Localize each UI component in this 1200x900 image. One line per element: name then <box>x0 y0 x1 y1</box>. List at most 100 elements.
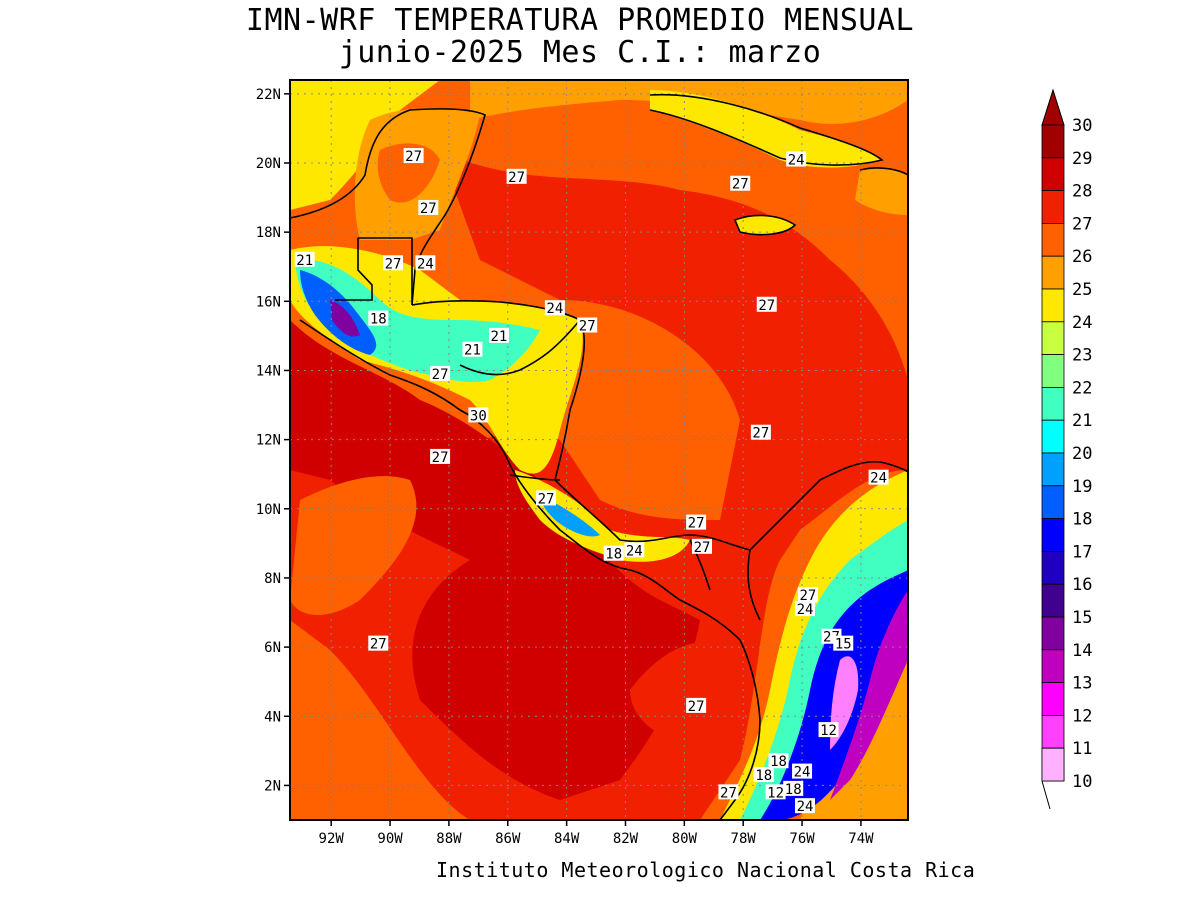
contour-label-text: 12 <box>767 785 784 801</box>
contour-label-box <box>506 168 527 184</box>
contour-label: 27 <box>718 784 739 801</box>
colorbar-level-label: 11 <box>1072 739 1092 759</box>
colorbar-segment <box>1041 583 1065 618</box>
coast-central-america-caribbean <box>411 299 751 551</box>
contour-label-box <box>577 317 598 333</box>
colorbar-level-label: 23 <box>1072 346 1092 366</box>
lat-tick-label: 18N <box>256 225 281 241</box>
colorbar-segment <box>1041 518 1065 552</box>
colorbar-segment <box>1041 354 1065 388</box>
contour-label-text: 27 <box>432 450 449 466</box>
contour-label-text: 24 <box>794 765 811 781</box>
contour-label-box <box>795 798 815 814</box>
lat-tick-label: 22N <box>256 87 281 103</box>
contour-label-text: 27 <box>688 516 705 532</box>
contour-label: 27 <box>536 490 557 507</box>
contour-label-box <box>765 784 786 800</box>
contour-label-text: 27 <box>800 588 817 604</box>
contour-label-text: 15 <box>835 637 852 653</box>
contour-label: 27 <box>797 587 818 604</box>
contour-label: 27 <box>383 255 403 272</box>
contour-label-box <box>833 635 854 651</box>
contour-label-box <box>686 697 707 713</box>
contour-label-box <box>718 784 739 800</box>
colorbar-level-label: 21 <box>1072 411 1092 431</box>
contour-label: 27 <box>692 538 712 556</box>
field-cuba <box>650 90 880 168</box>
colorbar-segment <box>1041 485 1065 519</box>
lon-tick-label: 82W <box>613 831 639 847</box>
gridlines <box>290 80 908 820</box>
contour-label: 24 <box>544 300 565 317</box>
contour-label-box <box>603 545 624 561</box>
contour-label-box <box>753 767 774 783</box>
contour-label: 27 <box>403 148 424 165</box>
contour-label-text: 27 <box>688 699 705 715</box>
colorbar-segment <box>1041 157 1065 192</box>
contour-label-text: 24 <box>626 543 643 559</box>
lat-tick-label: 2N <box>264 778 281 794</box>
contour-label: 24 <box>795 798 815 815</box>
colorbar-level-label: 19 <box>1072 477 1092 497</box>
axis-ticks: 22N 20N 18N 16N 14N 12N 10N 8N 6N 4N 2N 92W 90W 88W 86… <box>256 87 874 847</box>
border-guatemala-belize <box>335 237 413 305</box>
contour-label-box <box>294 251 315 267</box>
colorbar-level-label: 18 <box>1072 510 1092 530</box>
contour-label-text: 24 <box>870 471 887 487</box>
contour-label: 15 <box>833 635 854 653</box>
colorbar-segment <box>1041 288 1065 323</box>
colorbar-level-label: 26 <box>1072 247 1092 267</box>
lon-tick-label: 76W <box>789 831 815 847</box>
colorbar-level-label: 15 <box>1072 608 1092 628</box>
colorbar-level-label: 17 <box>1072 542 1092 562</box>
map-frame <box>289 79 909 821</box>
field-highlands-coldest <box>330 300 360 337</box>
coast-hispaniola <box>859 167 908 176</box>
lon-tick-label: 80W <box>672 831 698 847</box>
coast-colombia-caribbean <box>749 460 908 551</box>
colorbar-segment <box>1041 124 1065 159</box>
colorbar-segment <box>1041 682 1065 716</box>
contour-label: 21 <box>488 327 509 345</box>
colorbar-level-label: 22 <box>1072 378 1092 398</box>
contour-label-box <box>797 587 818 603</box>
contour-label-text: 21 <box>464 343 481 359</box>
lat-tick-label: 8N <box>264 571 281 587</box>
colorbar-level-label: 13 <box>1072 674 1092 694</box>
colorbar-level-label: 10 <box>1072 772 1092 792</box>
colorbar-segment-last <box>1041 747 1065 782</box>
contour-label-box <box>795 601 815 617</box>
contour-label: 27 <box>756 296 777 314</box>
contour-label-box <box>415 255 436 271</box>
temperature-field <box>290 80 908 820</box>
contour-label: 24 <box>795 601 815 618</box>
contour-label: 18 <box>768 753 789 770</box>
contour-label-text: 27 <box>385 256 402 272</box>
contour-label-text: 30 <box>470 408 487 424</box>
contour-label-text: 27 <box>432 367 449 383</box>
contour-label-box <box>692 538 712 554</box>
contour-label-box <box>783 780 804 796</box>
contour-label-text: 18 <box>370 312 387 328</box>
contour-label-text: 21 <box>296 253 313 269</box>
colorbar-level-label: 25 <box>1072 280 1092 300</box>
colorbar-top-arrow <box>1041 88 1065 126</box>
coast-central-america-pacific <box>299 319 741 641</box>
contour-label-box <box>468 407 489 423</box>
coast-jamaica <box>733 214 797 236</box>
contour-label: 24 <box>792 763 813 781</box>
colorbar-level-label: 28 <box>1072 182 1092 202</box>
contour-label: 27 <box>686 697 707 715</box>
contour-label-text: 27 <box>752 426 769 442</box>
contour-label-box <box>488 327 509 343</box>
lat-tick-label: 20N <box>256 156 281 172</box>
colorbar-segment <box>1041 321 1065 355</box>
contour-label-text: 18 <box>605 547 622 563</box>
colorbar-segment <box>1041 419 1065 454</box>
contour-label-text: 18 <box>755 768 772 784</box>
coast-colombia-pacific <box>719 639 761 820</box>
colorbar-segment <box>1041 649 1065 683</box>
field-yucatan-hot <box>377 143 440 203</box>
contour-label-text: 18 <box>770 754 787 770</box>
